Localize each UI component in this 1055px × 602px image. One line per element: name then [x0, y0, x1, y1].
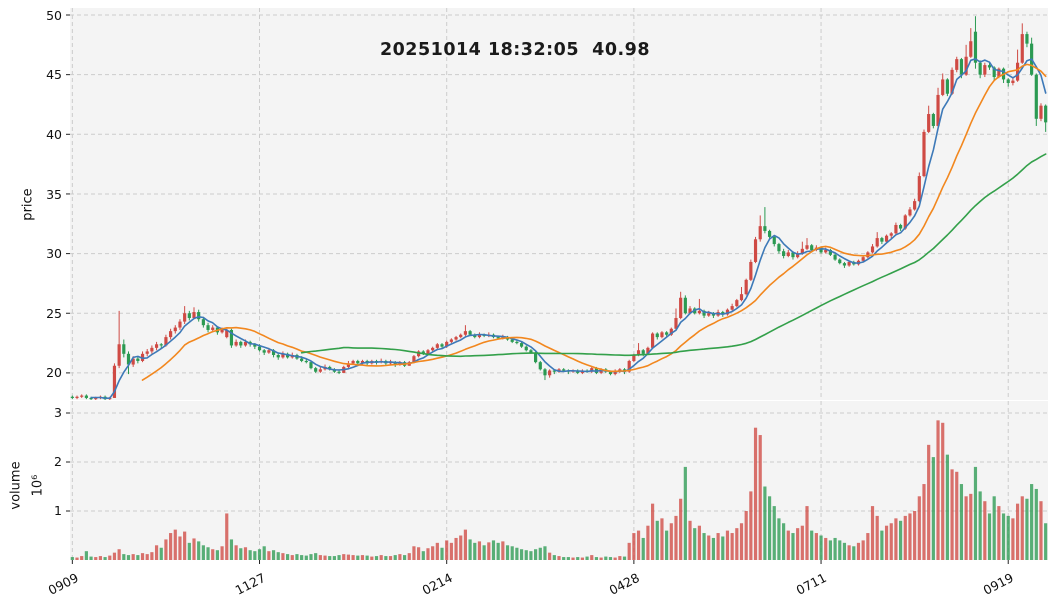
volume-tick-3: 3 [54, 405, 62, 420]
price-tick-30: 30 [46, 246, 62, 261]
price-tick-35: 35 [46, 187, 62, 202]
price-tick-25: 25 [46, 306, 62, 321]
ma-fast-line [90, 58, 1047, 400]
volume-axis-label: volume [8, 461, 24, 510]
ma-mid-line [141, 63, 1047, 381]
price-tick-40: 40 [46, 127, 62, 142]
volume-tick-1: 1 [54, 503, 62, 518]
price-tick-50: 50 [46, 8, 62, 23]
ma-slow-line [300, 153, 1047, 358]
chart-title: 20251014 18:32:05 40.98 [379, 40, 651, 60]
volume-tick-2: 2 [54, 454, 62, 469]
price-axis-label: price [20, 188, 36, 221]
price-tick-20: 20 [46, 365, 62, 380]
price-tick-45: 45 [46, 67, 62, 82]
